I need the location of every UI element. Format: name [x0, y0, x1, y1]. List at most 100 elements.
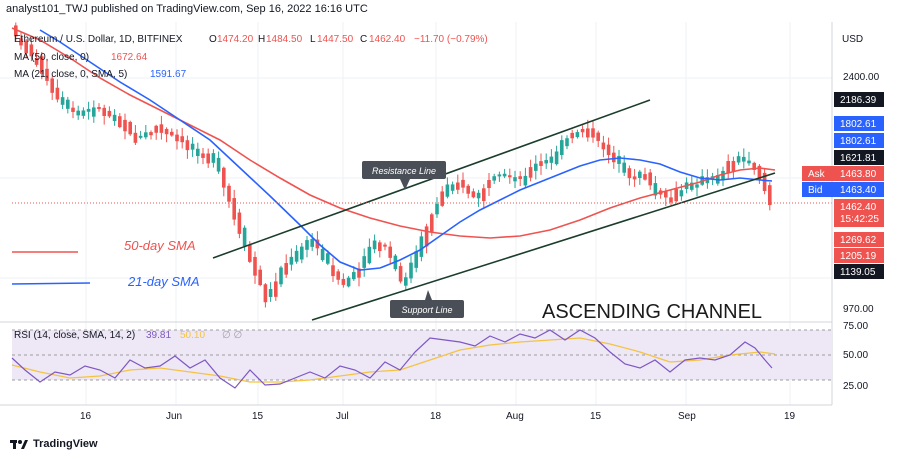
candle-body: [606, 144, 611, 156]
published-info: analyst101_TWJ published on TradingView.…: [6, 3, 368, 15]
candle-body: [149, 132, 153, 136]
candle-body: [398, 266, 403, 282]
candle-body: [268, 289, 273, 297]
candle-body: [170, 131, 174, 136]
svg-text:39.81: 39.81: [146, 330, 171, 341]
svg-text:Jul: Jul: [336, 411, 349, 422]
candle-body: [409, 262, 413, 279]
sma21-annotation: 21-day SMA: [127, 274, 200, 289]
candle-body: [419, 236, 424, 257]
svg-text:Support Line: Support Line: [401, 305, 452, 315]
candle-body: [258, 269, 262, 286]
candle-body: [508, 175, 512, 178]
time-axis[interactable]: 16 Jun 15 Jul 18 Aug 15 Sep 19: [0, 404, 832, 422]
candle-body: [383, 244, 387, 247]
candle-body: [128, 121, 132, 135]
candle-body: [107, 110, 112, 117]
candle-body: [196, 148, 200, 157]
svg-text:1269.62: 1269.62: [840, 235, 877, 246]
candle-body: [736, 156, 741, 163]
svg-text:1463.40: 1463.40: [840, 185, 877, 196]
candle-body: [29, 44, 34, 57]
candle-body: [305, 240, 309, 250]
candle-body: [253, 256, 257, 276]
rsi-line: [11, 329, 773, 389]
candle-body: [300, 246, 304, 260]
candle-body: [216, 157, 221, 172]
candle-body: [513, 177, 517, 182]
svg-text:15:42:25: 15:42:25: [840, 214, 879, 225]
candle-body: [482, 188, 486, 202]
svg-text:1621.81: 1621.81: [840, 153, 877, 164]
candle-body: [320, 248, 325, 261]
candle-body: [222, 167, 226, 188]
candle-body: [471, 191, 476, 198]
candle-body: [310, 238, 314, 247]
svg-text:1484.50: 1484.50: [266, 34, 303, 45]
candle-body: [430, 214, 434, 232]
candle-body: [435, 203, 439, 215]
candle-body: [71, 107, 75, 112]
svg-text:MA (50, close, 0): MA (50, close, 0): [14, 52, 89, 63]
candle-body: [55, 87, 60, 100]
candle-body: [190, 143, 195, 150]
candle-body: [424, 226, 429, 247]
candle-body: [523, 175, 528, 186]
candle-body: [580, 128, 585, 133]
footer: TradingView: [10, 435, 98, 453]
rsi-null-icon: ∅ ∅: [222, 330, 242, 341]
svg-text:C: C: [360, 34, 367, 45]
candle-body: [502, 173, 507, 177]
svg-text:MA (21, close, 0, SMA, 5): MA (21, close, 0, SMA, 5): [14, 69, 127, 80]
candle-body: [326, 253, 330, 264]
candle-body: [263, 284, 268, 303]
candle-body: [534, 163, 538, 171]
chart-area[interactable]: Resistance Line Support Line 50-day SMA …: [0, 22, 900, 432]
candle-body: [612, 152, 616, 163]
candle-body: [336, 271, 340, 280]
candle-body: [549, 156, 554, 163]
candle-body: [138, 135, 143, 138]
svg-text:50.00: 50.00: [843, 350, 868, 361]
svg-text:H: H: [258, 34, 265, 45]
candle-body: [232, 198, 236, 220]
svg-text:2400.00: 2400.00: [843, 72, 880, 83]
candle-body: [133, 132, 138, 143]
svg-text:19: 19: [784, 411, 796, 422]
ma50-line: [11, 27, 776, 239]
candle-body: [747, 160, 751, 164]
svg-text:15: 15: [590, 411, 602, 422]
svg-text:Bid: Bid: [808, 185, 822, 196]
candle-body: [211, 153, 216, 163]
resistance-callout: Resistance Line: [362, 161, 446, 190]
svg-text:1447.50: 1447.50: [317, 34, 354, 45]
candle-body: [404, 277, 408, 286]
svg-text:L: L: [310, 34, 316, 45]
candle-body: [586, 128, 590, 138]
candle-body: [341, 278, 346, 285]
candle-body: [86, 108, 91, 112]
svg-text:1474.20: 1474.20: [217, 34, 254, 45]
candle-body: [653, 183, 658, 196]
candle-body: [357, 268, 361, 278]
candle-body: [279, 267, 283, 285]
candle-body: [112, 114, 117, 122]
candle-body: [159, 124, 164, 133]
svg-text:Ethereum / U.S. Dollar, 1D, BI: Ethereum / U.S. Dollar, 1D, BITFINEX: [14, 34, 183, 45]
svg-text:1672.64: 1672.64: [111, 52, 148, 63]
candle-body: [154, 125, 158, 133]
candle-body: [674, 189, 678, 202]
support-callout: Support Line: [390, 290, 464, 318]
candle-body: [180, 136, 184, 143]
candle-body: [752, 162, 756, 170]
candle-body: [679, 190, 684, 197]
svg-text:1802.61: 1802.61: [840, 119, 877, 130]
svg-text:2186.39: 2186.39: [840, 95, 877, 106]
candle-body: [497, 174, 502, 177]
svg-text:1463.80: 1463.80: [840, 169, 877, 180]
candle-body: [518, 176, 522, 180]
svg-text:970.00: 970.00: [843, 304, 874, 315]
candle-body: [60, 97, 65, 105]
svg-text:Jun: Jun: [166, 411, 182, 422]
candle-body: [97, 107, 101, 110]
